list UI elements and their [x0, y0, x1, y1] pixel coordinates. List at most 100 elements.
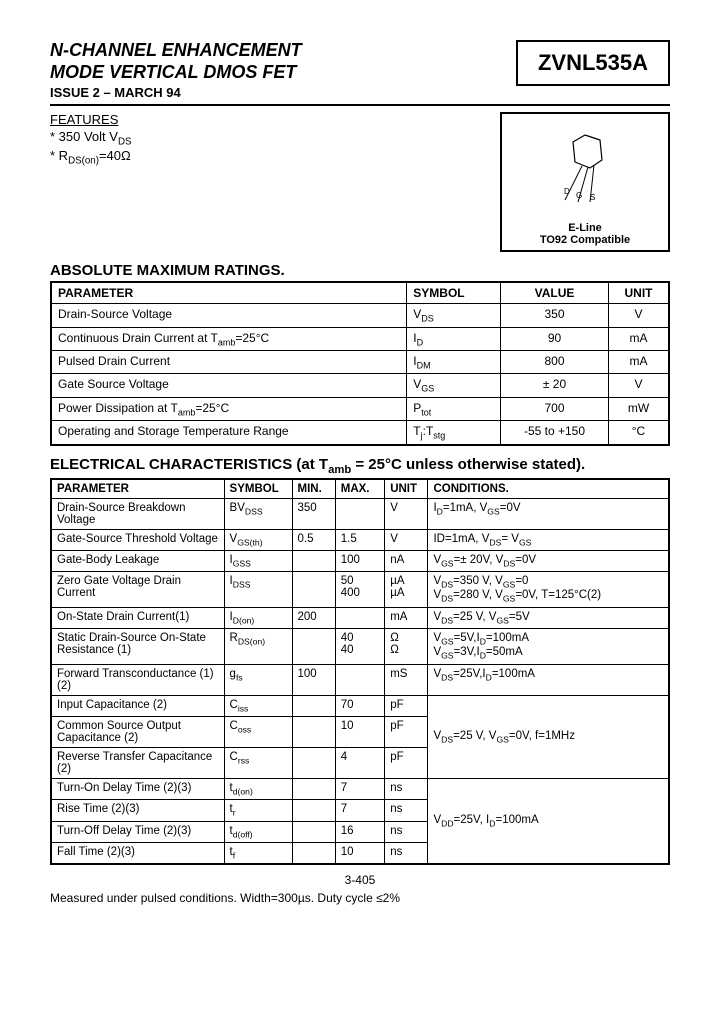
feature-item-2: RDS(on)=40Ω — [50, 148, 132, 167]
features-row: FEATURES 350 Volt VDS RDS(on)=40Ω D G S … — [50, 106, 670, 252]
elec-cell-cond: VDS=25 V, VGS=5V — [428, 607, 669, 628]
elec-cell-min — [292, 800, 335, 821]
ratings-row: Pulsed Drain CurrentIDM800mA — [51, 350, 669, 373]
elec-cell-max: 70 — [335, 695, 384, 716]
elec-cell-min — [292, 695, 335, 716]
elec-cell-min — [292, 842, 335, 864]
elec-cell-symbol: gfs — [224, 664, 292, 695]
elec-row: Static Drain-Source On-State Resistance … — [51, 629, 669, 665]
pin-label-s: S — [590, 193, 595, 202]
elec-cell-min: 100 — [292, 664, 335, 695]
elec-cell-cond: ID=1mA, VDS= VGS — [428, 529, 669, 550]
ratings-row: Power Dissipation at Tamb=25°CPtot700mW — [51, 397, 669, 420]
elec-row: On-State Drain Current(1)ID(on)200mAVDS=… — [51, 607, 669, 628]
elec-col-max: MAX. — [335, 479, 384, 499]
package-line1: E-Line — [568, 222, 602, 234]
ratings-cell-param: Gate Source Voltage — [51, 374, 407, 397]
ratings-cell-unit: V — [608, 304, 669, 327]
ratings-cell-unit: mA — [608, 327, 669, 350]
ratings-cell-value: 700 — [501, 397, 609, 420]
pin-label-d: D — [564, 187, 570, 196]
elec-cell-symbol: BVDSS — [224, 498, 292, 529]
elec-cell-param: Reverse Transfer Capacitance (2) — [51, 747, 224, 778]
elec-cell-min: 200 — [292, 607, 335, 628]
ratings-col-symbol: SYMBOL — [407, 282, 501, 304]
elec-row: Gate-Body LeakageIGSS100nAVGS=± 20V, VDS… — [51, 550, 669, 571]
elec-cell-param: On-State Drain Current(1) — [51, 607, 224, 628]
elec-cell-max: 7 — [335, 800, 384, 821]
elec-cell-unit: ns — [385, 778, 428, 799]
elec-cell-symbol: Crss — [224, 747, 292, 778]
elec-cell-cond: VDD=25V, ID=100mA — [428, 778, 669, 864]
elec-cell-symbol: IGSS — [224, 550, 292, 571]
elec-cell-unit: nA — [385, 550, 428, 571]
main-title-line1: N-CHANNEL ENHANCEMENT — [50, 40, 506, 62]
ratings-cell-symbol: VGS — [407, 374, 501, 397]
elec-cell-symbol: td(off) — [224, 821, 292, 842]
elec-cell-max: 1.5 — [335, 529, 384, 550]
elec-col-parameter: PARAMETER — [51, 479, 224, 499]
ratings-row: Gate Source VoltageVGS± 20V — [51, 374, 669, 397]
elec-cell-cond: VDS=25 V, VGS=0V, f=1MHz — [428, 695, 669, 778]
elec-cell-max: 10 — [335, 842, 384, 864]
feature-item-1: 350 Volt VDS — [50, 129, 132, 148]
elec-cell-param: Static Drain-Source On-State Resistance … — [51, 629, 224, 665]
ratings-cell-value: -55 to +150 — [501, 421, 609, 445]
ratings-row: Operating and Storage Temperature RangeT… — [51, 421, 669, 445]
elec-cell-unit: pF — [385, 695, 428, 716]
footnote: Measured under pulsed conditions. Width=… — [50, 891, 670, 905]
ratings-cell-unit: °C — [608, 421, 669, 445]
elec-header-row: PARAMETER SYMBOL MIN. MAX. UNIT CONDITIO… — [51, 479, 669, 499]
elec-cell-max: 10 — [335, 716, 384, 747]
elec-row: Input Capacitance (2)Ciss70pFVDS=25 V, V… — [51, 695, 669, 716]
elec-cell-cond: VGS=5V,ID=100mAVGS=3V,ID=50mA — [428, 629, 669, 665]
elec-cell-unit: ΩΩ — [385, 629, 428, 665]
elec-cell-symbol: tf — [224, 842, 292, 864]
elec-cell-max: 4 — [335, 747, 384, 778]
title-block: N-CHANNEL ENHANCEMENT MODE VERTICAL DMOS… — [50, 40, 506, 100]
elec-cell-symbol: Ciss — [224, 695, 292, 716]
ratings-col-unit: UNIT — [608, 282, 669, 304]
ratings-cell-unit: V — [608, 374, 669, 397]
page-number: 3-405 — [50, 873, 670, 887]
elec-cell-unit: mA — [385, 607, 428, 628]
elec-cell-symbol: Coss — [224, 716, 292, 747]
elec-cell-min — [292, 778, 335, 799]
ratings-cell-symbol: IDM — [407, 350, 501, 373]
elec-cell-unit: V — [385, 529, 428, 550]
ratings-col-value: VALUE — [501, 282, 609, 304]
elec-cell-symbol: tr — [224, 800, 292, 821]
elec-col-conditions: CONDITIONS. — [428, 479, 669, 499]
ratings-cell-param: Drain-Source Voltage — [51, 304, 407, 327]
elec-row: Turn-On Delay Time (2)(3)td(on)7nsVDD=25… — [51, 778, 669, 799]
header-row: N-CHANNEL ENHANCEMENT MODE VERTICAL DMOS… — [50, 40, 670, 106]
elec-cell-param: Turn-Off Delay Time (2)(3) — [51, 821, 224, 842]
ratings-cell-unit: mA — [608, 350, 669, 373]
elec-cell-param: Turn-On Delay Time (2)(3) — [51, 778, 224, 799]
elec-cell-param: Input Capacitance (2) — [51, 695, 224, 716]
ratings-row: Continuous Drain Current at Tamb=25°CID9… — [51, 327, 669, 350]
elec-cell-cond: VDS=350 V, VGS=0VDS=280 V, VGS=0V, T=125… — [428, 572, 669, 608]
ratings-cell-value: ± 20 — [501, 374, 609, 397]
ratings-cell-symbol: Tj:Tstg — [407, 421, 501, 445]
features-heading: FEATURES — [50, 112, 132, 127]
elec-cell-max: 4040 — [335, 629, 384, 665]
elec-cell-param: Rise Time (2)(3) — [51, 800, 224, 821]
features-list: 350 Volt VDS RDS(on)=40Ω — [50, 129, 132, 166]
ratings-cell-symbol: ID — [407, 327, 501, 350]
ratings-cell-param: Continuous Drain Current at Tamb=25°C — [51, 327, 407, 350]
elec-cell-param: Forward Transconductance (1)(2) — [51, 664, 224, 695]
elec-cell-symbol: td(on) — [224, 778, 292, 799]
ratings-cell-param: Pulsed Drain Current — [51, 350, 407, 373]
ratings-cell-param: Operating and Storage Temperature Range — [51, 421, 407, 445]
elec-cell-symbol: RDS(on) — [224, 629, 292, 665]
elec-cell-unit: ns — [385, 821, 428, 842]
ratings-header-row: PARAMETER SYMBOL VALUE UNIT — [51, 282, 669, 304]
elec-cell-min — [292, 629, 335, 665]
elec-table: PARAMETER SYMBOL MIN. MAX. UNIT CONDITIO… — [50, 478, 670, 866]
elec-cell-max — [335, 607, 384, 628]
ratings-row: Drain-Source VoltageVDS350V — [51, 304, 669, 327]
ratings-cell-symbol: VDS — [407, 304, 501, 327]
elec-cell-min — [292, 821, 335, 842]
ratings-heading: ABSOLUTE MAXIMUM RATINGS. — [50, 262, 670, 279]
